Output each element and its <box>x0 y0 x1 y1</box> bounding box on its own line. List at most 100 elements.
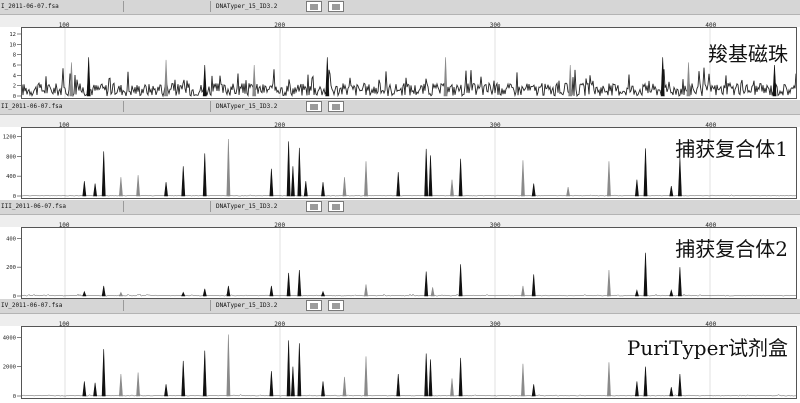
ruler-svg: 100 200 300 400 <box>59 122 717 129</box>
y-tick-label: 800 <box>6 154 16 160</box>
peak-mark <box>164 182 168 197</box>
y-axis: 0 2000 4000 <box>0 326 21 400</box>
peak-mark <box>269 371 274 397</box>
y-tick-label: 8 <box>13 53 16 59</box>
peak-mark <box>531 274 536 297</box>
peak-mark <box>566 187 571 197</box>
peak-mark <box>686 62 691 97</box>
trace-svg <box>22 327 796 398</box>
peak-mark <box>136 372 141 397</box>
peak-mark <box>396 374 401 397</box>
peak-mark <box>226 285 231 297</box>
x-tick-label: 100 <box>59 321 70 328</box>
y-tick-label: 2000 <box>3 365 16 371</box>
x-tick-label: 300 <box>490 321 501 328</box>
peak-mark <box>660 57 665 97</box>
y-tick-label: 12 <box>9 32 16 38</box>
peak-mark <box>321 182 325 197</box>
x-tick-label: 300 <box>490 122 501 129</box>
x-tick-label: 300 <box>490 222 501 229</box>
view-toggle-button[interactable] <box>306 101 322 112</box>
peak-mark <box>531 384 536 397</box>
trace-svg <box>22 228 796 298</box>
peak-mark <box>181 291 186 297</box>
peak-mark <box>520 285 525 297</box>
peak-mark <box>424 148 429 197</box>
x-tick-label: 100 <box>59 122 70 129</box>
peak-mark <box>297 147 302 197</box>
options-toggle-button[interactable] <box>328 1 344 12</box>
button-square-icon <box>310 104 318 110</box>
peak-mark <box>226 138 231 197</box>
bp-ruler: 100 200 300 400 <box>0 115 800 129</box>
options-toggle-button[interactable] <box>328 101 344 112</box>
view-toggle-button[interactable] <box>306 201 322 212</box>
peak-mark <box>93 183 98 197</box>
peak-mark <box>607 161 611 197</box>
peak-mark <box>568 64 573 97</box>
y-tick-label: 1200 <box>3 134 16 140</box>
sample-label: 捕获复合体1 <box>675 137 788 161</box>
peak-mark <box>82 290 87 297</box>
y-axis-svg: 0 2000 4000 <box>3 335 21 400</box>
panel-header: II_2011-06-07.fsa DNATyper_15_ID3.2 <box>0 100 800 115</box>
peak-mark <box>677 157 682 197</box>
x-tick-label: 200 <box>274 122 285 129</box>
peak-mark <box>252 64 257 97</box>
baseline-trace <box>22 293 796 297</box>
peak-mark <box>290 166 295 197</box>
peak-mark <box>82 181 87 197</box>
sample-label: 羧基磁珠 <box>708 42 788 66</box>
sample-label: PuriTyper试剂盒 <box>626 336 788 360</box>
peak-mark <box>118 291 123 297</box>
x-tick-label: 300 <box>490 22 501 29</box>
y-tick-label: 10 <box>9 42 16 48</box>
baseline-trace <box>22 394 796 397</box>
peak-mark <box>607 270 611 297</box>
peak-mark <box>458 158 463 197</box>
peak-mark <box>450 378 454 397</box>
panel-header: III_2011-06-07.fsa DNATyper_15_ID3.2 <box>0 200 800 215</box>
plot-area <box>21 127 797 199</box>
panel-header: I_2011-06-07.fsa DNATyper_15_ID3.2 <box>0 0 800 15</box>
trace-svg <box>22 128 796 198</box>
peak-mark <box>118 374 123 397</box>
header-spacer <box>124 1 211 12</box>
peak-mark <box>772 64 777 97</box>
peak-mark <box>342 177 347 197</box>
peak-mark <box>364 356 368 397</box>
peak-mark <box>297 270 302 297</box>
electropherogram-panel: I_2011-06-07.fsa DNATyper_15_ID3.2 100 200 3… <box>0 0 800 100</box>
y-tick-label: 0 <box>13 194 16 199</box>
y-tick-label: 4000 <box>3 335 16 341</box>
y-tick-label: 2 <box>13 84 16 90</box>
options-toggle-button[interactable] <box>328 300 344 311</box>
peak-mark <box>424 353 429 397</box>
sample-file-name: I_2011-06-07.fsa <box>0 1 124 12</box>
header-spacer <box>124 300 211 311</box>
peak-mark <box>458 357 463 397</box>
peak-mark <box>86 57 91 97</box>
options-toggle-button[interactable] <box>328 201 344 212</box>
kit-name: DNATyper_15_ID3.2 <box>216 3 278 10</box>
peak-mark <box>181 360 186 397</box>
peak-mark <box>677 267 682 297</box>
kit-name: DNATyper_15_ID3.2 <box>216 103 278 110</box>
peak-mark <box>93 382 98 397</box>
peak-mark <box>321 381 325 397</box>
baseline-trace <box>22 194 796 197</box>
view-toggle-button[interactable] <box>306 300 322 311</box>
trace-svg <box>22 28 796 98</box>
ruler-svg: 100 200 300 400 <box>59 22 717 29</box>
peak-mark <box>202 153 207 197</box>
peak-mark <box>136 175 141 197</box>
peak-mark <box>82 381 87 397</box>
y-tick-label: 0 <box>13 294 16 299</box>
peak-mark <box>164 384 168 397</box>
y-axis-svg: 0 200 400 <box>6 236 21 300</box>
sample-file-name: IV_2011-06-07.fsa <box>0 300 124 311</box>
peak-mark <box>424 271 429 297</box>
peak-mark <box>118 177 123 197</box>
kit-name: DNATyper_15_ID3.2 <box>216 203 278 210</box>
view-toggle-button[interactable] <box>306 1 322 12</box>
